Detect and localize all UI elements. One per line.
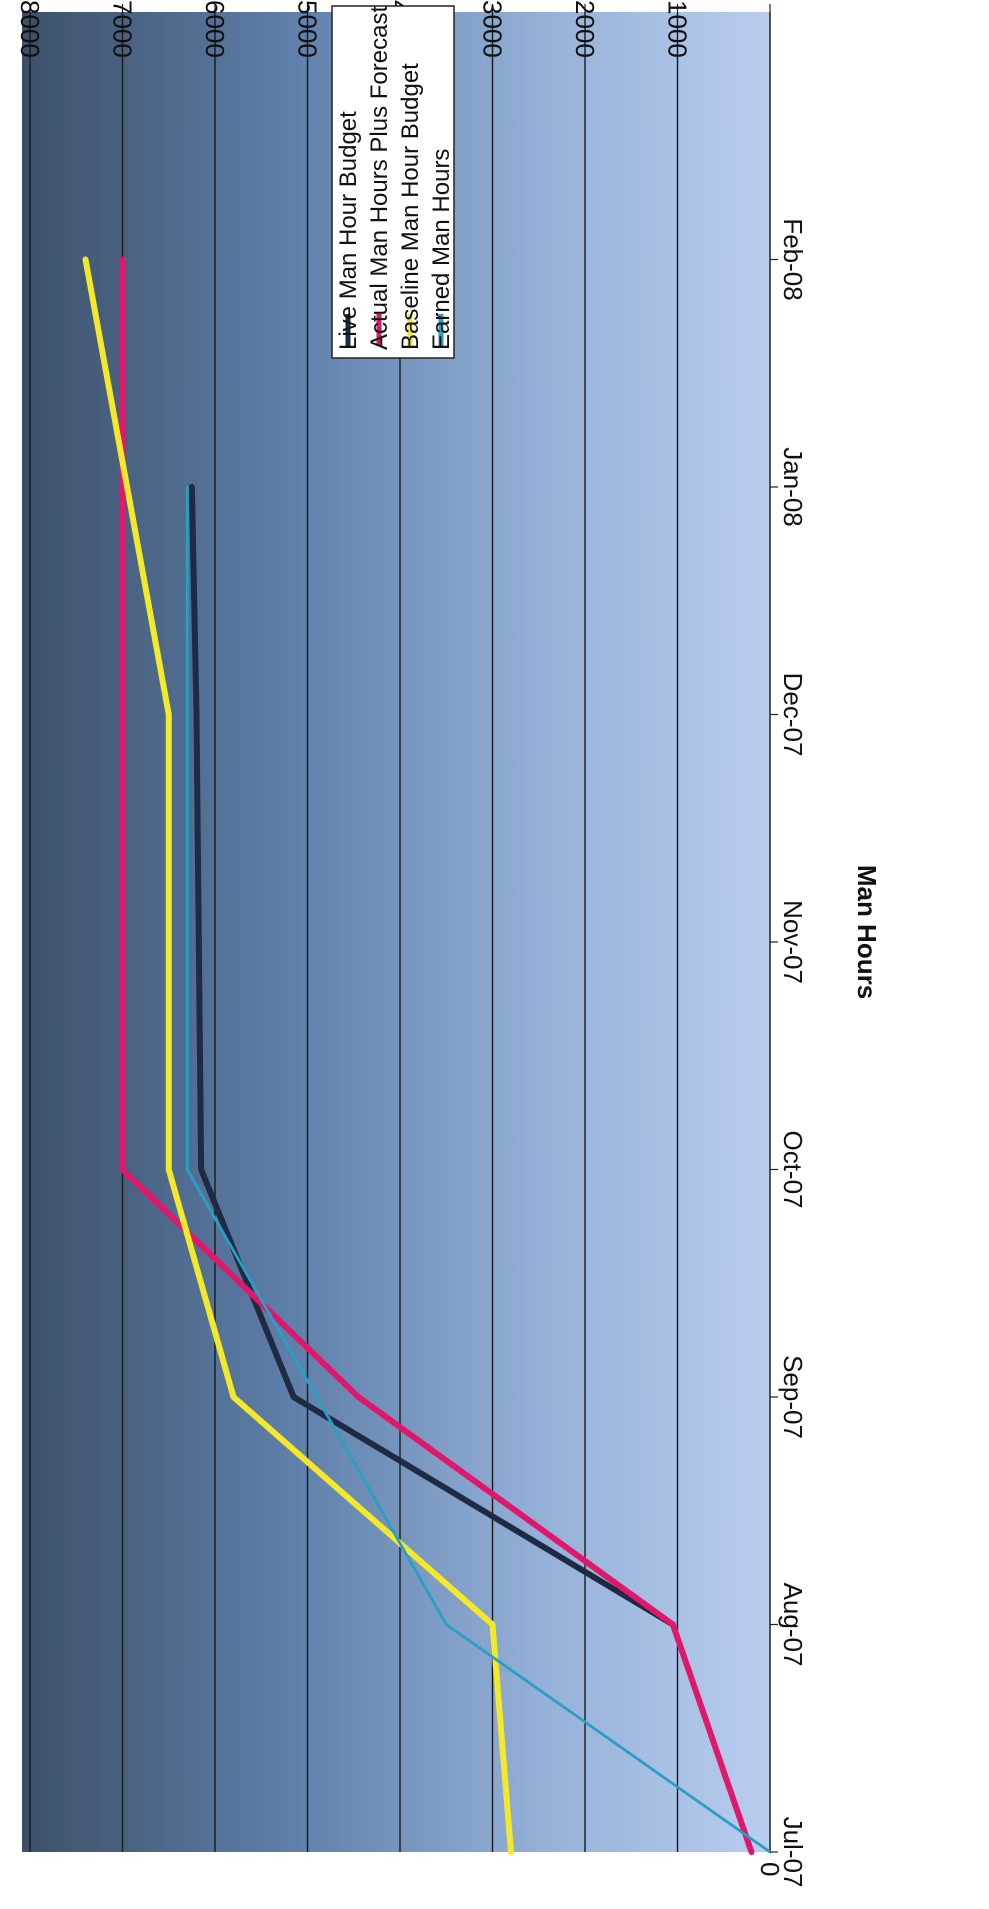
value-tick-label: 3000 [478, 0, 508, 58]
legend-label: Earned Man Hours [428, 149, 455, 350]
series-lines [82, 256, 772, 1855]
category-tick-label: Dec-07 [778, 673, 808, 757]
value-tick-label: 7000 [108, 0, 138, 58]
x-tick-labels: Jul-07 Aug-07 Sep-07 Oct-07 Nov-07 Dec-07 Jan-… [770, 218, 808, 1887]
category-tick-label: Sep-07 [778, 1355, 808, 1439]
series-line-0 [188, 484, 676, 1628]
value-tick-label: 5000 [293, 0, 323, 58]
category-tick-label: Oct-07 [778, 1130, 808, 1208]
category-tick-label: Jul-07 [778, 1817, 808, 1888]
series-line-1 [119, 256, 755, 1855]
legend: Live Man Hour Budget Actual Man Hours Plu… [331, 5, 455, 359]
series-line-2 [82, 256, 514, 1855]
value-tick-label: 6000 [200, 0, 230, 58]
legend-box [331, 5, 455, 359]
category-tick-label: Jan-08 [778, 447, 808, 527]
legend-label: Actual Man Hours Plus Forecast [366, 6, 393, 350]
value-tick-label: 0 [755, 1862, 785, 1876]
series-line-3 [185, 485, 772, 1854]
value-tick-label: 1000 [663, 0, 693, 58]
category-tick-label: Nov-07 [778, 900, 808, 984]
category-tick-label: Aug-07 [778, 1583, 808, 1667]
y-axis-label: Man Hours [852, 865, 882, 999]
legend-label: Baseline Man Hour Budget [397, 63, 424, 350]
y-tick-labels: 010002000300040005000600070008000 [15, 0, 785, 1876]
value-tick-label: 8000 [15, 0, 45, 58]
value-tick-label: 2000 [570, 0, 600, 58]
legend-label: Live Man Hour Budget [335, 111, 362, 350]
category-tick-label: Feb-08 [778, 218, 808, 300]
